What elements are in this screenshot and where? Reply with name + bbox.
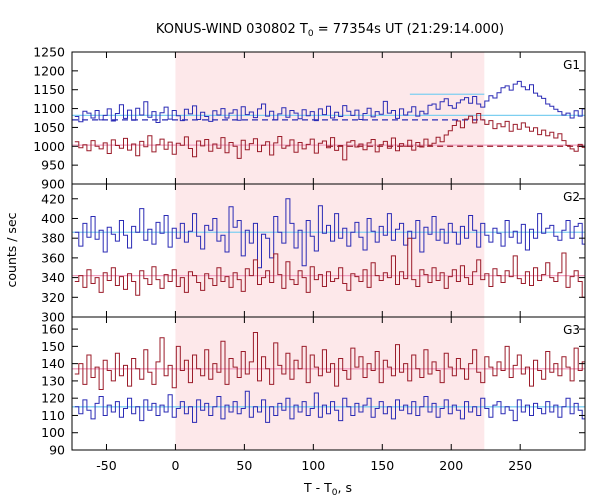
- panel-plot-region: [72, 198, 585, 298]
- panel-tag-label: G2: [563, 190, 580, 204]
- chart-title: KONUS-WIND 030802 T0 = 77354s UT (21:29:…: [156, 22, 504, 39]
- title-rest: = 77354s UT (21:29:14.000): [314, 22, 504, 37]
- y-tick-label: 1100: [33, 101, 65, 116]
- x-tick-label: 100: [301, 458, 325, 473]
- xlabel-main: T - T: [303, 480, 332, 495]
- y-tick-label: 140: [41, 356, 65, 371]
- series-red-line: [74, 332, 585, 390]
- x-tick-label: 250: [508, 458, 532, 473]
- panel-plot-region: [72, 80, 585, 161]
- series-blue-line: [74, 390, 585, 423]
- panel-g1: 900 950 1000 1050 1100 1150 1200 1250 G1: [33, 45, 586, 192]
- y-tick-label: 150: [41, 339, 65, 354]
- title-subscript: 0: [308, 29, 314, 39]
- x-tick-label: 50: [236, 458, 252, 473]
- x-axis-label: T - T0, s: [303, 480, 352, 498]
- y-tick-label: 120: [41, 391, 65, 406]
- x-tick-label: 200: [439, 458, 463, 473]
- y-axis-label: counts / sec: [4, 212, 19, 287]
- panel-g3: 90 100 110 120 130 140 150 160 G3: [41, 316, 586, 458]
- title-main: KONUS-WIND 030802 T: [156, 22, 308, 37]
- series-blue-line: [74, 80, 585, 123]
- series-blue-line: [74, 198, 585, 269]
- panel-g2: 300 320 340 360 380 400 420 G2: [41, 183, 586, 325]
- series-red-line: [74, 113, 585, 161]
- y-tick-label: 110: [41, 408, 65, 423]
- y-tick-label: 950: [41, 158, 65, 173]
- highlight-band: [175, 52, 485, 450]
- y-tick-label: 380: [41, 231, 65, 246]
- y-tick-label: 300: [41, 310, 65, 325]
- y-tick-label: 360: [41, 250, 65, 265]
- y-tick-label: 1050: [33, 120, 65, 135]
- y-tick-label: 90: [49, 443, 65, 458]
- plot-area: 900950100010501100115012001250G130032034…: [33, 45, 586, 473]
- x-tick-label: 0: [171, 458, 179, 473]
- x-tick-label: 150: [370, 458, 394, 473]
- panel-tag-label: G3: [563, 323, 580, 337]
- xlabel-rest: , s: [338, 480, 352, 495]
- y-tick-label: 1250: [33, 45, 65, 60]
- y-tick-label: 420: [41, 191, 65, 206]
- y-tick-label: 400: [41, 211, 65, 226]
- series-red-line: [74, 237, 585, 298]
- xlabel-subscript: 0: [332, 488, 338, 498]
- panel-frame: [71, 316, 586, 451]
- y-tick-label: 320: [41, 290, 65, 305]
- y-tick-label: 160: [41, 322, 65, 337]
- y-tick-label: 1200: [33, 63, 65, 78]
- panel-plot-region: [72, 332, 585, 423]
- y-tick-label: 130: [41, 373, 65, 388]
- panel-tag-label: G1: [563, 58, 580, 72]
- y-tick-label: 340: [41, 270, 65, 285]
- y-tick-label: 900: [41, 177, 65, 192]
- y-tick-label: 1000: [33, 139, 65, 154]
- x-tick-label: -50: [96, 458, 116, 473]
- y-tick-label: 1150: [33, 82, 65, 97]
- y-tick-label: 100: [41, 425, 65, 440]
